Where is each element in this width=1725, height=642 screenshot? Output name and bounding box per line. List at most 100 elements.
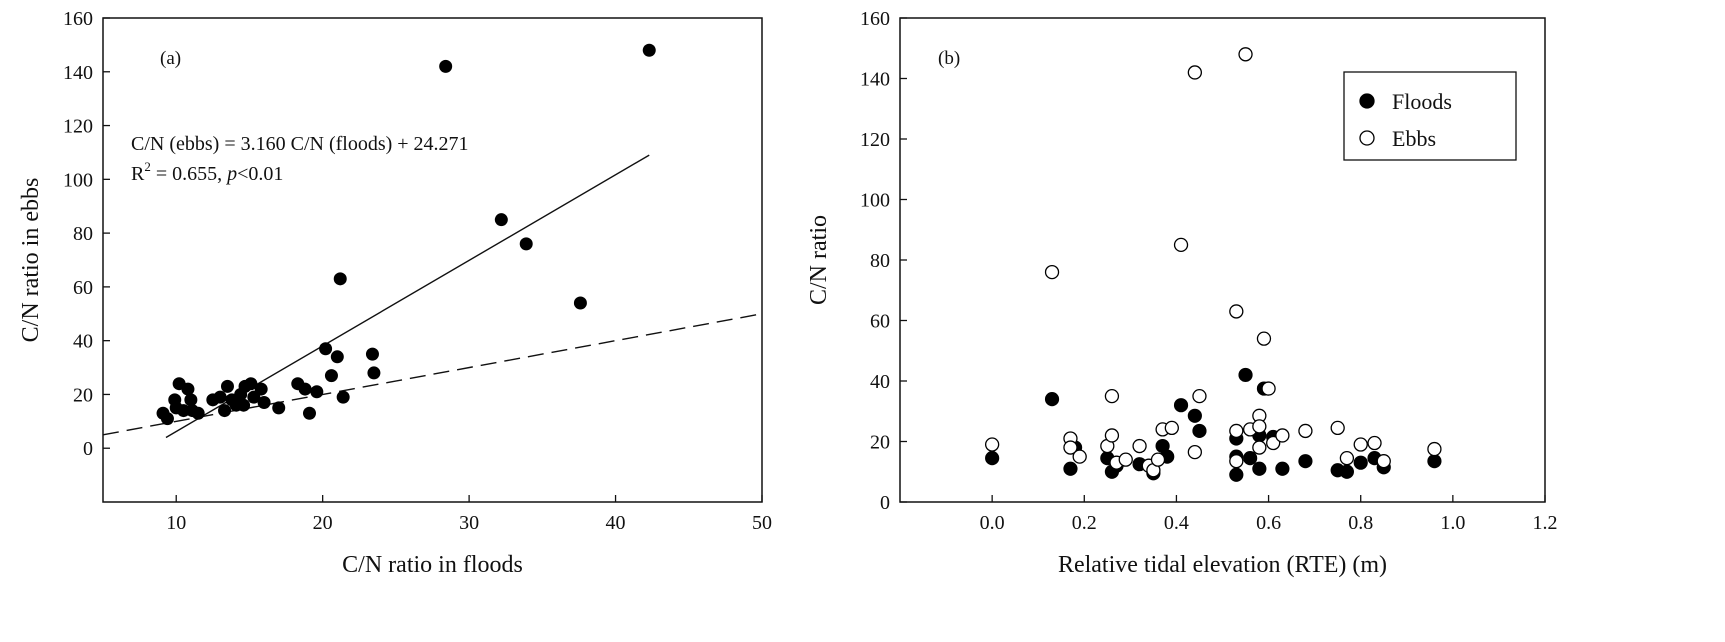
y-tick-label: 60 bbox=[870, 311, 890, 333]
ebbs-point bbox=[1330, 420, 1345, 436]
data-point bbox=[310, 385, 324, 399]
y-tick-label: 160 bbox=[63, 8, 93, 30]
ebbs-point bbox=[1298, 423, 1313, 439]
floods-point bbox=[1339, 464, 1354, 479]
y-tick-label: 0 bbox=[880, 492, 890, 514]
data-point bbox=[298, 382, 312, 396]
ebbs-point bbox=[1238, 47, 1253, 62]
regression-equation: C/N (ebbs) = 3.160 C/N (floods) + 24.271 bbox=[131, 133, 469, 155]
legend-label-floods: Floods bbox=[1392, 89, 1452, 114]
data-point bbox=[439, 59, 453, 73]
line-group-a bbox=[102, 154, 763, 439]
floods-point bbox=[1252, 461, 1267, 476]
legend: Floods Ebbs bbox=[1343, 71, 1517, 161]
ebbs-point bbox=[1150, 452, 1166, 467]
data-point bbox=[191, 406, 205, 420]
r-squared-annotation: R2 = 0.655, p<0.01 bbox=[131, 159, 283, 185]
panel-a: 10 20 30 40 50 0 20 40 60 80 100 120 140 160 (a) C/N … bbox=[18, 8, 772, 578]
one-to-one-dashed-line bbox=[102, 313, 763, 436]
y-tick-label: 40 bbox=[870, 371, 890, 393]
y-tick-label: 120 bbox=[63, 116, 93, 138]
floods-point bbox=[1192, 423, 1207, 439]
data-point bbox=[160, 412, 174, 426]
ebbs-point bbox=[1266, 435, 1281, 451]
x-tick-label: 0.0 bbox=[980, 512, 1005, 534]
data-point bbox=[642, 43, 656, 57]
data-point bbox=[254, 382, 268, 396]
ebbs-point bbox=[1132, 438, 1147, 454]
ebbs-point bbox=[1192, 388, 1207, 404]
plot-frame-a bbox=[102, 17, 763, 503]
tick-group-a: 10 20 30 40 50 0 20 40 60 80 100 120 140 160 bbox=[63, 8, 772, 534]
ebbs-point bbox=[1376, 454, 1391, 469]
tick-group-b: 0.0 0.2 0.4 0.6 0.8 1.0 1.2 0 20 40 60 80 100 120 140 1… bbox=[860, 8, 1558, 534]
ebbs-point bbox=[1187, 444, 1203, 460]
data-point bbox=[519, 237, 533, 251]
ebbs-point bbox=[1427, 441, 1442, 457]
r-squared-r: R bbox=[131, 163, 145, 185]
ebbs-point bbox=[1072, 449, 1087, 464]
x-tick-label: 40 bbox=[606, 512, 626, 534]
ebbs-point bbox=[1256, 331, 1272, 346]
y-tick-label: 80 bbox=[870, 250, 890, 272]
floods-point bbox=[1427, 454, 1442, 469]
panel-label-a: (a) bbox=[160, 48, 181, 69]
ebbs-point bbox=[1252, 419, 1267, 434]
ebbs-point bbox=[1252, 440, 1267, 455]
y-tick-label: 0 bbox=[83, 438, 93, 460]
data-point bbox=[573, 296, 587, 310]
floods-point bbox=[985, 451, 1000, 466]
data-point bbox=[181, 382, 195, 396]
points-group-a bbox=[156, 43, 656, 426]
x-tick-label: 0.4 bbox=[1164, 512, 1189, 534]
r-squared-value: = 0.655, bbox=[151, 163, 227, 185]
data-point bbox=[494, 213, 508, 227]
floods-point bbox=[1187, 408, 1202, 423]
ebbs-point bbox=[1275, 428, 1290, 443]
data-point bbox=[367, 366, 381, 380]
ebbs-point bbox=[1044, 264, 1060, 280]
ebbs-point bbox=[984, 437, 1000, 452]
points-group-b bbox=[984, 47, 1442, 482]
x-tick-label: 1.2 bbox=[1533, 512, 1558, 534]
floods-point bbox=[1229, 467, 1244, 482]
y-tick-label: 140 bbox=[63, 62, 93, 84]
ebbs-point bbox=[1118, 452, 1133, 467]
legend-marker-ebbs bbox=[1359, 130, 1375, 146]
x-tick-label: 50 bbox=[752, 512, 772, 534]
x-tick-label: 0.6 bbox=[1256, 512, 1281, 534]
data-point bbox=[365, 347, 379, 361]
y-axis-label-b: C/N ratio bbox=[806, 215, 832, 305]
x-axis-label-a: C/N ratio in floods bbox=[342, 552, 523, 578]
ebbs-point bbox=[1063, 440, 1078, 455]
data-point bbox=[324, 369, 338, 383]
data-point bbox=[302, 406, 316, 420]
data-point bbox=[220, 379, 234, 393]
ebbs-point bbox=[1187, 65, 1203, 80]
data-point bbox=[213, 390, 227, 404]
y-tick-label: 60 bbox=[73, 277, 93, 299]
panel-b: 0.0 0.2 0.4 0.6 0.8 1.0 1.2 0 20 40 60 80 100 120 140 1… bbox=[806, 8, 1558, 578]
ebbs-point bbox=[1173, 237, 1189, 253]
y-tick-label: 100 bbox=[860, 190, 890, 212]
x-tick-label: 30 bbox=[459, 512, 479, 534]
data-point bbox=[257, 396, 271, 410]
data-point bbox=[244, 377, 258, 391]
y-axis-label-a: C/N ratio in ebbs bbox=[18, 178, 44, 343]
legend-marker-floods bbox=[1359, 93, 1375, 109]
floods-point bbox=[1243, 451, 1258, 466]
p-value: <0.01 bbox=[237, 163, 283, 185]
x-tick-label: 1.0 bbox=[1440, 512, 1465, 534]
data-point bbox=[330, 350, 344, 364]
floods-point bbox=[1238, 367, 1253, 383]
y-tick-label: 20 bbox=[73, 384, 93, 406]
r-squared-sup: 2 bbox=[144, 159, 151, 174]
data-point bbox=[237, 398, 251, 412]
y-tick-label: 160 bbox=[860, 8, 890, 30]
x-tick-label: 20 bbox=[313, 512, 333, 534]
y-tick-label: 40 bbox=[73, 331, 93, 353]
data-point bbox=[333, 272, 347, 286]
floods-point bbox=[1298, 454, 1313, 469]
data-point bbox=[319, 342, 333, 356]
